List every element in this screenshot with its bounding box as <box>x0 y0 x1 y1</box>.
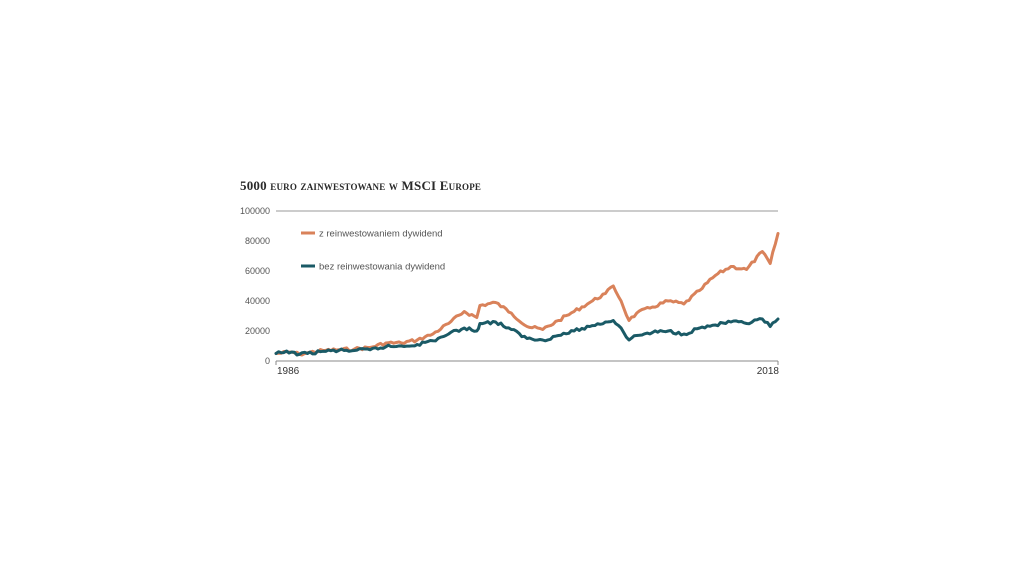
x-tick-label: 2018 <box>757 366 780 377</box>
series-line-2 <box>274 317 780 357</box>
y-tick-label: 60000 <box>245 266 270 276</box>
legend: z reinwestowaniem dywidend bez reinwestow… <box>301 229 445 273</box>
y-tick-label: 100000 <box>240 206 270 216</box>
legend-label: bez reinwestowania dywidend <box>319 262 445 273</box>
x-tick-label: 1986 <box>277 366 300 377</box>
chart-title: 5000 euro zainwestowane w MSCI Europe <box>240 178 482 193</box>
y-tick-label: 40000 <box>245 296 270 306</box>
y-tick-label: 20000 <box>245 326 270 336</box>
legend-label: z reinwestowaniem dywidend <box>319 229 443 240</box>
y-tick-label: 0 <box>265 356 270 366</box>
axis-layer: 100000 80000 60000 40000 20000 0 1986 2018 <box>240 206 779 377</box>
series-layer <box>274 232 780 357</box>
y-tick-label: 80000 <box>245 236 270 246</box>
